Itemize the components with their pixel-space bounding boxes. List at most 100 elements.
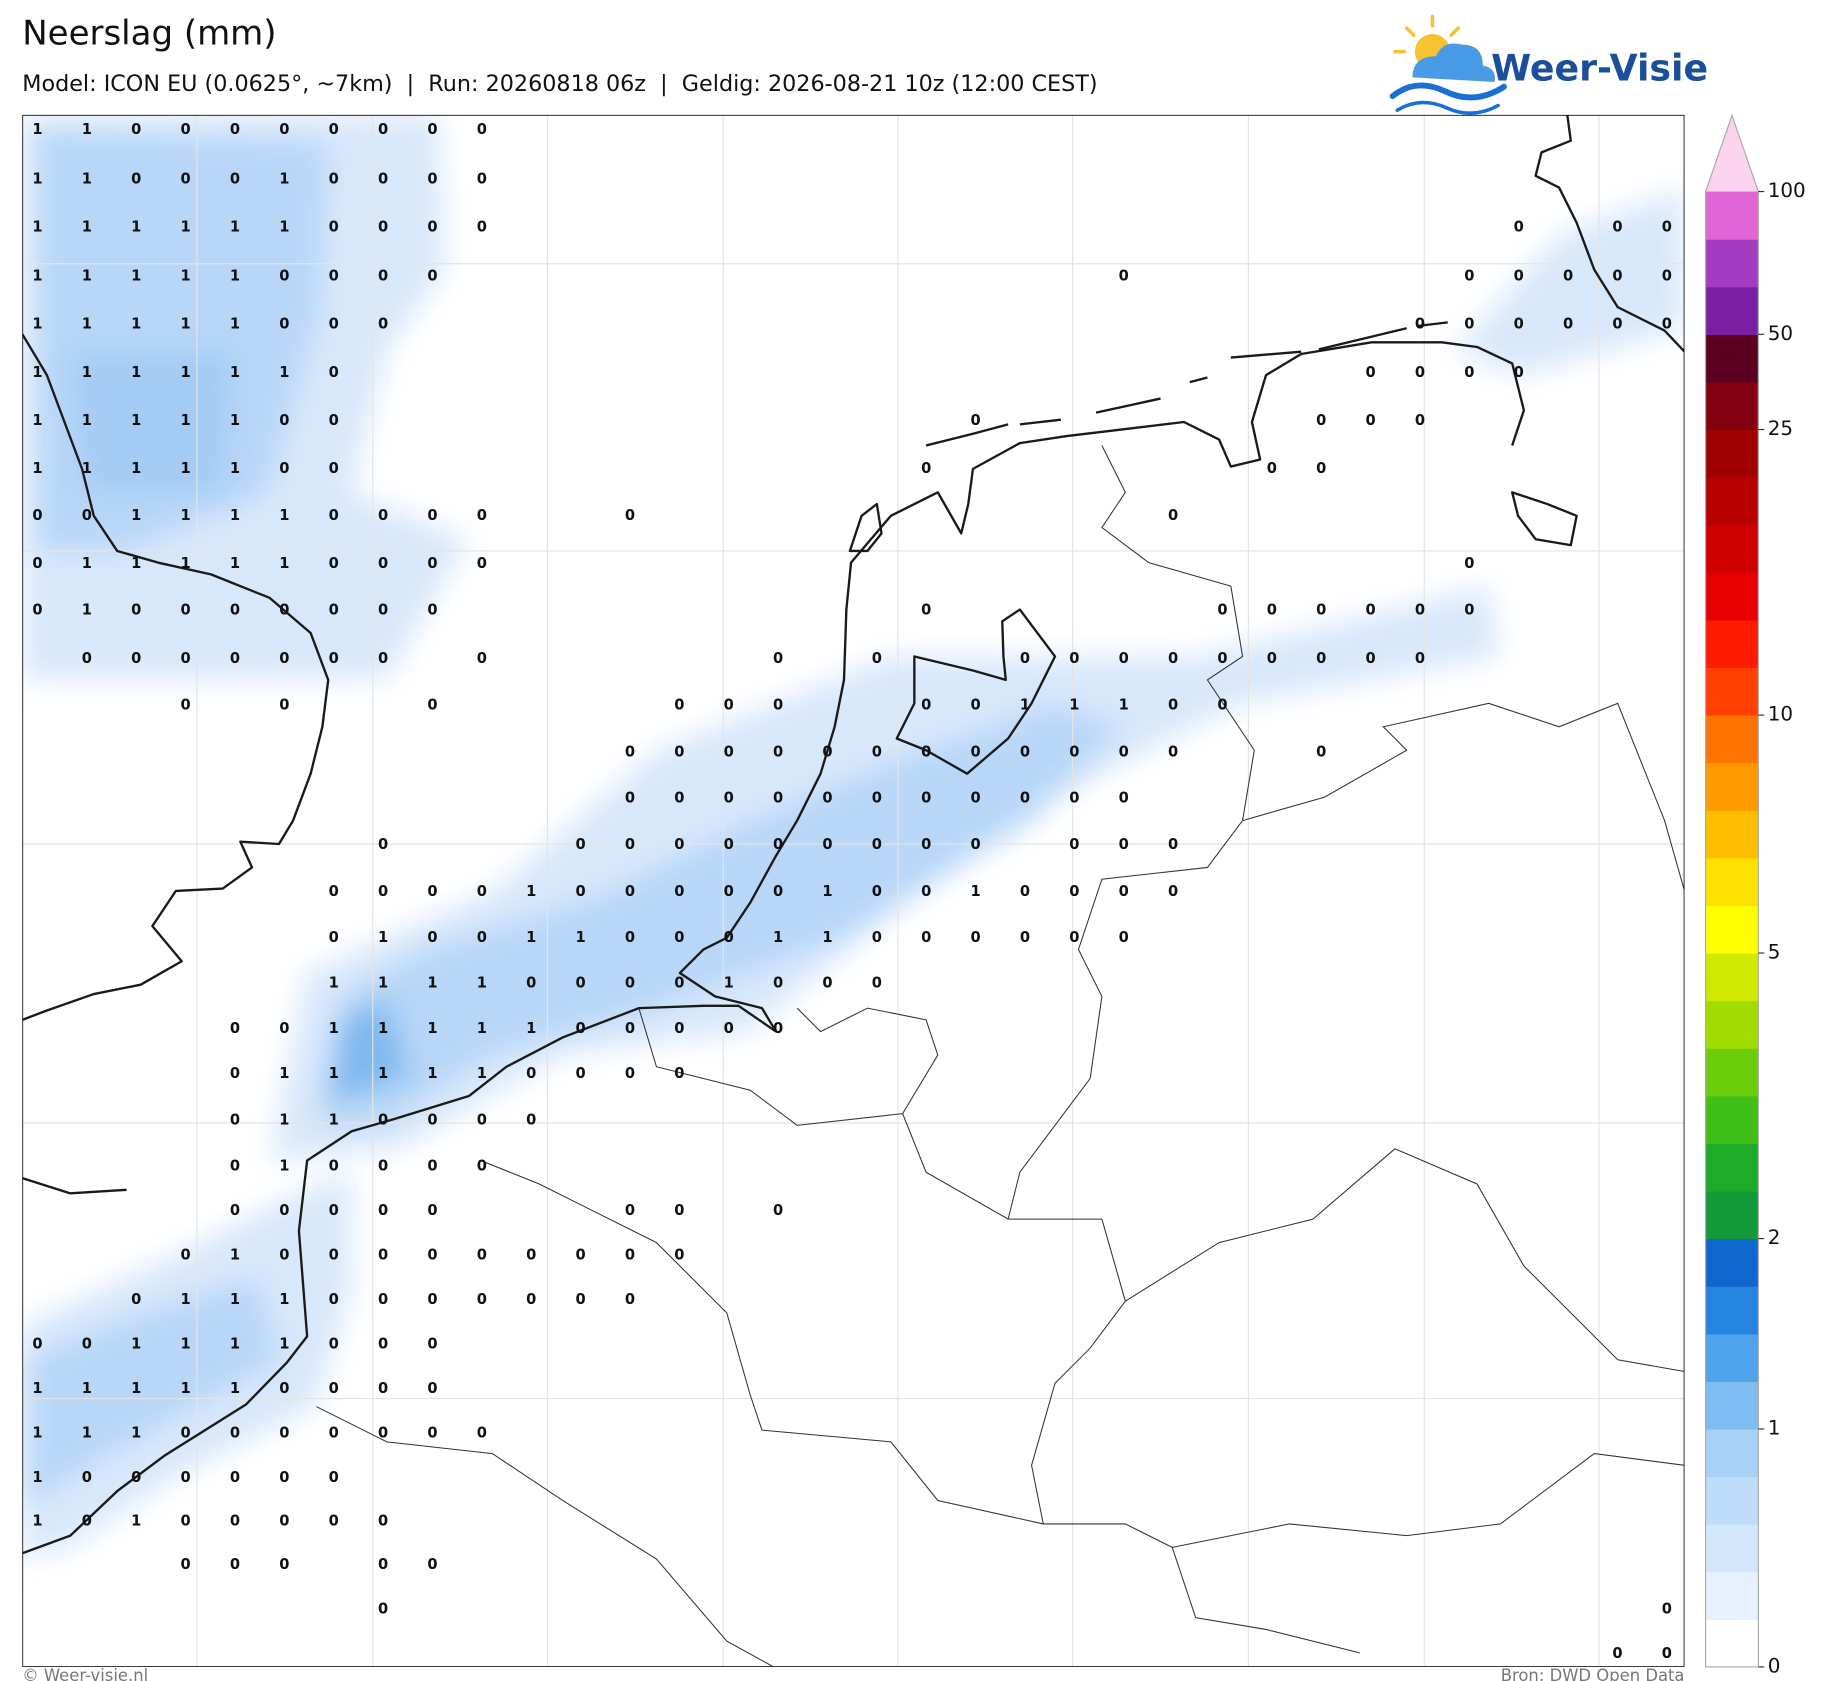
precip-value: 0	[576, 836, 586, 853]
precip-value: 1	[1069, 697, 1079, 714]
precip-value: 0	[1514, 364, 1524, 381]
colorbar-segment	[1705, 1238, 1759, 1287]
precip-value: 0	[427, 218, 437, 235]
precip-value: 0	[1119, 789, 1129, 806]
logo: Weer-Visie	[1389, 14, 1708, 115]
precip-value: 0	[921, 460, 931, 477]
precip-value: 1	[773, 929, 783, 946]
precip-value: 0	[477, 929, 487, 946]
precip-value: 0	[724, 744, 734, 761]
precip-value: 0	[329, 1336, 339, 1353]
precip-value: 0	[82, 1336, 92, 1353]
precip-value: 0	[773, 836, 783, 853]
precip-value: 0	[279, 1556, 289, 1573]
colorbar-segment	[1705, 381, 1759, 431]
precip-value: 0	[329, 1425, 339, 1442]
precip-value: 0	[1316, 460, 1326, 477]
precip-value: 0	[329, 1469, 339, 1486]
precip-value: 0	[971, 789, 981, 806]
precip-value: 0	[1069, 836, 1079, 853]
colorbar-segment	[1705, 286, 1759, 335]
colorbar-tick-label: 5	[1768, 941, 1781, 964]
precip-value: 0	[329, 883, 339, 900]
precip-value: 0	[477, 1157, 487, 1174]
precip-value: 0	[1612, 1645, 1622, 1662]
colorbar-segment	[1705, 524, 1759, 573]
precip-value: 1	[181, 218, 191, 235]
precip-value: 0	[427, 1425, 437, 1442]
precip-value: 1	[971, 883, 981, 900]
precip-value: 0	[378, 602, 388, 619]
precip-value: 1	[181, 316, 191, 333]
precip-value: 0	[378, 507, 388, 524]
precip-value: 1	[32, 1513, 42, 1530]
precip-value: 1	[32, 1425, 42, 1442]
precip-value: 0	[674, 744, 684, 761]
precip-value: 0	[576, 975, 586, 992]
precip-value: 0	[1168, 744, 1178, 761]
precip-value: 0	[378, 268, 388, 285]
precip-value: 0	[822, 744, 832, 761]
precip-value: 1	[131, 412, 141, 429]
precip-value: 1	[82, 218, 92, 235]
precip-value: 0	[1415, 602, 1425, 619]
precip-value: 0	[872, 883, 882, 900]
colorbar-segment	[1705, 1428, 1759, 1478]
precip-value: 0	[427, 1336, 437, 1353]
precip-value: 1	[32, 316, 42, 333]
precip-value: 0	[181, 602, 191, 619]
precip-value: 1	[131, 316, 141, 333]
precip-value: 1	[82, 1425, 92, 1442]
precip-value: 0	[230, 1065, 240, 1082]
precip-value: 1	[477, 975, 487, 992]
precip-value: 0	[279, 412, 289, 429]
precip-value: 1	[230, 1380, 240, 1397]
precip-value: 0	[279, 1513, 289, 1530]
precip-value: 0	[1217, 650, 1227, 667]
precip-value: 0	[427, 1556, 437, 1573]
precip-value: 0	[181, 1513, 191, 1530]
precip-value: 0	[427, 602, 437, 619]
precip-value: 1	[82, 170, 92, 187]
precip-value: 1	[131, 1380, 141, 1397]
colorbar-tick-label: 0	[1768, 1654, 1781, 1677]
precip-value: 1	[82, 316, 92, 333]
precip-value: 1	[181, 268, 191, 285]
precip-value: 0	[921, 883, 931, 900]
precip-value: 0	[279, 1425, 289, 1442]
precip-value: 0	[329, 929, 339, 946]
precip-value: 0	[1612, 218, 1622, 235]
precip-value: 0	[576, 1065, 586, 1082]
colorbar-segment	[1705, 953, 1759, 1002]
precip-value: 0	[329, 1291, 339, 1308]
precip-value: 0	[921, 836, 931, 853]
precip-value: 0	[477, 170, 487, 187]
precip-value: 0	[477, 218, 487, 235]
colorbar-segment	[1705, 239, 1759, 288]
precip-value: 1	[82, 555, 92, 572]
precip-value: 1	[427, 975, 437, 992]
precip-value: 0	[724, 929, 734, 946]
precip-value: 0	[82, 507, 92, 524]
precip-value: 0	[378, 1336, 388, 1353]
precip-value: 0	[477, 1425, 487, 1442]
precip-value: 0	[576, 1020, 586, 1037]
precip-value: 0	[230, 121, 240, 138]
precip-value: 0	[1514, 218, 1524, 235]
precip-value: 0	[921, 602, 931, 619]
precip-value: 0	[427, 1112, 437, 1129]
precip-value: 0	[1069, 744, 1079, 761]
precip-value: 0	[32, 507, 42, 524]
precip-value: 0	[822, 789, 832, 806]
precip-value: 0	[329, 364, 339, 381]
precip-value: 0	[971, 412, 981, 429]
precip-value: 1	[230, 555, 240, 572]
precip-value: 0	[378, 650, 388, 667]
precip-value: 0	[131, 1469, 141, 1486]
precip-value: 0	[230, 1425, 240, 1442]
precip-shading	[22, 114, 1685, 1560]
precip-value: 1	[230, 1246, 240, 1263]
precip-value: 0	[1267, 650, 1277, 667]
precip-value: 1	[32, 121, 42, 138]
precip-value: 0	[279, 650, 289, 667]
